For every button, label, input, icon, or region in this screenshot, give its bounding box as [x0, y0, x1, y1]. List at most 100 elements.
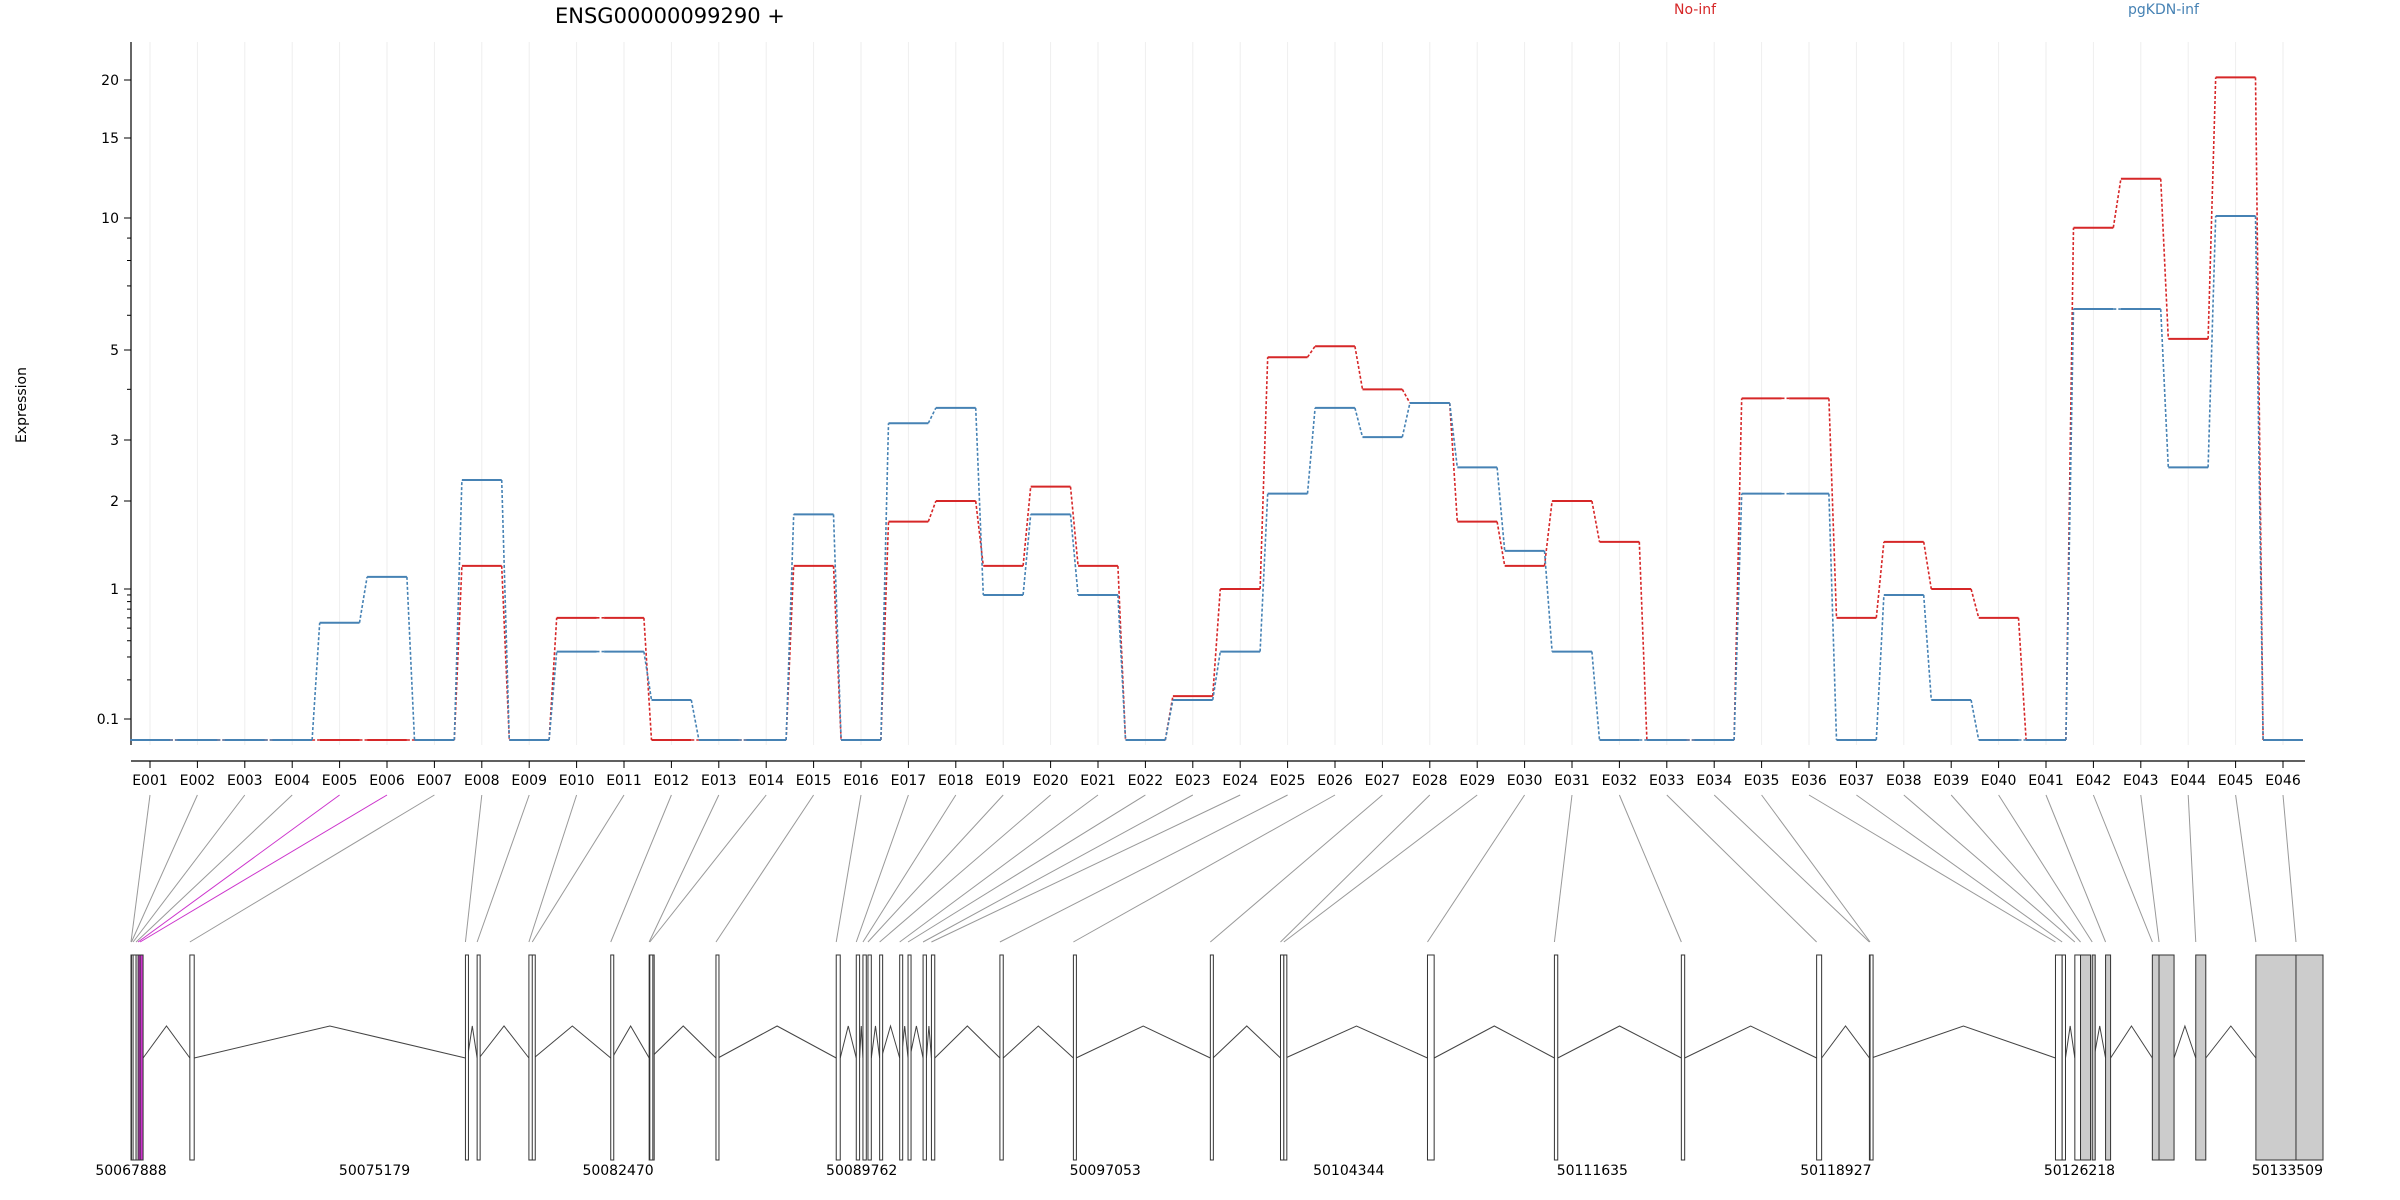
- connector-No-inf-E042: [2112, 178, 2122, 228]
- x-tick-label-E032: E032: [1602, 773, 1638, 789]
- exon-box-E024: [930, 954, 936, 1161]
- y-axis-label: Expression: [14, 367, 30, 443]
- intron-43: [2173, 1024, 2197, 1059]
- connector-pgKDN-inf-E015: [832, 514, 842, 741]
- x-tick-label-E014: E014: [748, 773, 784, 789]
- x-tick-label-E036: E036: [1791, 773, 1827, 789]
- legend-pgkdn-inf: pgKDN-inf: [2128, 2, 2200, 18]
- exon-connector-E006: [139, 794, 388, 943]
- exon-box-E021: [899, 954, 904, 1161]
- exon-connector-E010: [528, 794, 578, 943]
- intron-37: [2064, 1025, 2076, 1059]
- intron-16: [839, 1025, 857, 1059]
- connector-pgKDN-inf-E027: [1401, 402, 1411, 438]
- intron-22: [909, 1025, 924, 1059]
- exon-connector-E036: [1808, 794, 2056, 943]
- y-tick-label-2: 2: [110, 494, 119, 510]
- exon-connector-E038: [1903, 794, 2076, 943]
- exon-connector-E012: [610, 794, 672, 943]
- intron-33: [1821, 1025, 1870, 1059]
- connector-pgKDN-inf-E022: [1164, 699, 1174, 741]
- intron-19: [870, 1025, 881, 1059]
- x-tick-label-E040: E040: [1981, 773, 2017, 789]
- legend-no-inf: No-inf: [1674, 2, 1717, 18]
- x-tick-label-E001: E001: [132, 773, 168, 789]
- x-tick-label-E033: E033: [1649, 773, 1685, 789]
- connector-pgKDN-inf-E012: [690, 699, 700, 741]
- exon-connector-E004: [135, 794, 293, 943]
- connector-pgKDN-inf-E025: [1306, 407, 1316, 494]
- y-tick-label-3: 3: [110, 433, 119, 449]
- exon-connector-E029: [1283, 794, 1478, 943]
- connector-No-inf-E043: [2159, 178, 2170, 339]
- exon-connector-E021: [899, 794, 1099, 943]
- intron-44: [2205, 1025, 2257, 1059]
- connector-pgKDN-inf-E008: [500, 479, 511, 741]
- exon-connector-E032: [1618, 794, 1682, 943]
- exon-connector-E020: [879, 794, 1051, 943]
- x-tick-label-E030: E030: [1507, 773, 1543, 789]
- intron-15: [717, 1025, 837, 1059]
- connector-No-inf-E038: [1922, 541, 1933, 590]
- y-tick-label-20: 20: [101, 73, 119, 89]
- x-tick-label-E007: E007: [417, 773, 453, 789]
- intron-29: [1285, 1025, 1428, 1059]
- exon-box-E023: [922, 954, 927, 1161]
- exon-box-E019: [867, 954, 872, 1161]
- connector-No-inf-E032: [1638, 541, 1648, 741]
- genomic-coord-50104344: 50104344: [1313, 1163, 1384, 1179]
- connector-pgKDN-inf-E020: [1069, 514, 1079, 596]
- exon-connector-E030: [1427, 794, 1526, 943]
- axes: [124, 42, 2305, 768]
- connector-No-inf-E036: [1828, 398, 1838, 618]
- genomic-coord-50075179: 50075179: [339, 1163, 410, 1179]
- connector-pgKDN-inf-E005: [358, 576, 368, 623]
- exon-box-E007: [189, 954, 195, 1161]
- exon-connector-E016: [835, 794, 862, 943]
- exon-connector-E007: [189, 794, 435, 943]
- connector-pgKDN-inf-E038: [1922, 594, 1933, 701]
- series-lines: [130, 76, 2303, 741]
- connector-No-inf-E025: [1306, 345, 1316, 358]
- series-pgKDN-inf: [130, 215, 2303, 741]
- intron-7: [194, 1025, 466, 1059]
- exon-box-E014: [649, 954, 654, 1161]
- x-tick-label-E019: E019: [985, 773, 1021, 789]
- connector-pgKDN-inf-E044: [2207, 216, 2217, 468]
- exon-connector-E037: [1856, 794, 2063, 943]
- exon-connector-E018: [862, 794, 957, 943]
- intron-6: [142, 1025, 191, 1059]
- series-No-inf: [130, 76, 2303, 741]
- connector-No-inf-E037: [1875, 541, 1885, 618]
- x-tick-label-E039: E039: [1933, 773, 1969, 789]
- exon-box-E031: [1553, 954, 1559, 1161]
- connector-pgKDN-inf-E028: [1448, 402, 1459, 468]
- connector-pgKDN-inf-E034: [1733, 493, 1743, 741]
- connector-No-inf-E027: [1401, 388, 1411, 404]
- grid: [149, 42, 2284, 745]
- x-tick-label-E031: E031: [1554, 773, 1590, 789]
- genomic-coord-50089762: 50089762: [826, 1163, 897, 1179]
- chart-title: ENSG00000099290 +: [555, 4, 785, 28]
- intron-14: [650, 1025, 717, 1059]
- exon-connector-E045: [2235, 794, 2257, 943]
- exon-box-E037: [2061, 954, 2066, 1161]
- y-tick-label-10: 10: [101, 211, 119, 227]
- x-tick-label-E044: E044: [2170, 773, 2206, 789]
- intron-40: [2093, 1025, 2107, 1059]
- exon-connector-E031: [1553, 794, 1573, 943]
- intron-20: [880, 1024, 901, 1059]
- connector-pgKDN-inf-E029: [1496, 467, 1506, 551]
- gene-model: [130, 954, 2324, 1161]
- connector-pgKDN-inf-E011: [643, 651, 653, 701]
- exon-connector-E022: [907, 794, 1146, 943]
- x-tick-label-E017: E017: [891, 773, 927, 789]
- x-tick-label-E034: E034: [1696, 773, 1732, 789]
- exon-connector-E019: [867, 794, 1004, 943]
- intron-26: [1075, 1025, 1211, 1059]
- connector-No-inf-E030: [1543, 500, 1553, 566]
- x-tick-label-E008: E008: [464, 773, 500, 789]
- x-tick-label-E024: E024: [1222, 773, 1258, 789]
- x-tick-label-E025: E025: [1270, 773, 1306, 789]
- connector-No-inf-E007: [453, 565, 463, 741]
